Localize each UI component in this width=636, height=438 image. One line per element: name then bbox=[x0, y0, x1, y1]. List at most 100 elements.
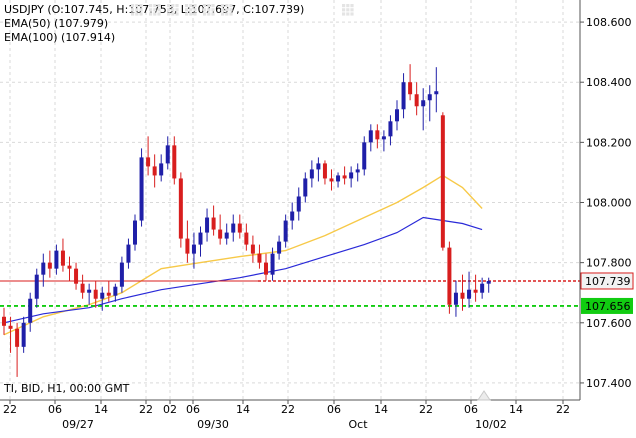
plot-background bbox=[0, 0, 580, 400]
y-tick-label: 107.800 bbox=[586, 257, 632, 270]
ema50-line bbox=[3, 174, 483, 336]
grid-icon[interactable] bbox=[341, 3, 355, 17]
candle-body-up bbox=[316, 163, 321, 170]
grid-icon[interactable] bbox=[184, 3, 198, 17]
y-tick-label: 108.400 bbox=[586, 76, 632, 89]
candle bbox=[467, 271, 472, 308]
candle-body-up bbox=[41, 262, 46, 275]
price-axis: 108.600 108.400 108.200 108.000 107.800 107.6… bbox=[580, 16, 632, 390]
candle-body-up bbox=[486, 280, 491, 284]
candle-body-down bbox=[408, 82, 413, 95]
candle-body-up bbox=[401, 82, 406, 110]
candle-body-up bbox=[395, 109, 399, 122]
candle bbox=[296, 187, 301, 221]
candle bbox=[270, 247, 275, 281]
candle bbox=[264, 253, 268, 281]
candle bbox=[460, 274, 465, 311]
x-tick-label: 14 bbox=[509, 403, 523, 416]
x-tick-label: 06 bbox=[186, 403, 200, 416]
candle bbox=[159, 154, 164, 182]
x-tick-label: 22 bbox=[556, 403, 570, 416]
candle bbox=[355, 163, 360, 182]
legend-ema100: EMA(100) (107.914) bbox=[4, 31, 116, 44]
candle-body-up bbox=[368, 130, 373, 143]
support-price-badge bbox=[581, 297, 633, 314]
candle-body-down bbox=[250, 244, 255, 254]
x-tick-label: 22 bbox=[281, 403, 295, 416]
y-tick-label: 108.600 bbox=[586, 16, 632, 29]
candle bbox=[54, 244, 59, 275]
candle-body-up bbox=[309, 169, 314, 179]
candle bbox=[93, 280, 98, 308]
candle-body-down bbox=[460, 292, 465, 299]
candle-body-down bbox=[74, 268, 79, 284]
candle-body-down bbox=[106, 292, 111, 296]
candle-body-down bbox=[473, 289, 478, 293]
candle-body-up bbox=[336, 175, 341, 182]
candle bbox=[178, 172, 183, 248]
moving-averages bbox=[3, 174, 483, 336]
candle bbox=[257, 244, 262, 269]
candle-body-up bbox=[165, 145, 170, 164]
candle-body-up bbox=[139, 157, 144, 221]
x-date-label: 10/02 bbox=[475, 418, 507, 431]
candle bbox=[414, 82, 419, 116]
candle bbox=[244, 223, 249, 251]
candle bbox=[100, 286, 105, 311]
candle-body-down bbox=[146, 157, 151, 167]
candle-body-up bbox=[480, 283, 485, 293]
grid-icon[interactable] bbox=[130, 3, 144, 17]
candle-body-down bbox=[237, 223, 242, 233]
candle bbox=[74, 262, 79, 290]
x-tick-label: 06 bbox=[464, 403, 478, 416]
candle bbox=[113, 283, 118, 302]
candle-body-down bbox=[67, 265, 72, 269]
candle bbox=[28, 292, 33, 332]
grid-icon[interactable] bbox=[166, 3, 180, 17]
candle bbox=[119, 256, 124, 293]
candle-body-up bbox=[231, 223, 236, 233]
candle bbox=[368, 124, 373, 152]
candle-body-down bbox=[440, 115, 445, 248]
ema100-line bbox=[3, 216, 483, 324]
grid-icon[interactable] bbox=[220, 3, 234, 17]
candle-body-up bbox=[21, 322, 26, 347]
grid-icon[interactable] bbox=[148, 3, 162, 17]
y-tick-label: 107.600 bbox=[586, 317, 632, 330]
candle bbox=[322, 160, 327, 185]
candle bbox=[21, 316, 26, 353]
last-price-badge bbox=[580, 272, 634, 290]
candle-body-up bbox=[198, 232, 203, 245]
candle bbox=[2, 307, 6, 335]
candle bbox=[218, 214, 223, 245]
x-date-label: 09/27 bbox=[62, 418, 94, 431]
candle bbox=[362, 136, 367, 176]
x-tick-label: 06 bbox=[327, 403, 341, 416]
candle bbox=[283, 214, 288, 248]
scroll-right-icon[interactable] bbox=[476, 388, 492, 402]
grid-icon[interactable] bbox=[202, 3, 216, 17]
candle bbox=[473, 274, 478, 302]
candle-body-up bbox=[277, 241, 282, 254]
candle-body-down bbox=[218, 229, 223, 239]
last-price-label: 107.739 bbox=[585, 275, 631, 288]
candle bbox=[15, 322, 20, 377]
x-tick-label: 06 bbox=[48, 403, 62, 416]
time-axis: 22 06 14 22 02 06 14 22 06 14 22 06 14 22 09/27 09/30 Oc… bbox=[3, 400, 570, 431]
candle bbox=[309, 160, 314, 188]
support-price-label: 107.656 bbox=[585, 300, 631, 313]
candle bbox=[447, 241, 452, 314]
candle-body-up bbox=[434, 91, 439, 95]
candle-body-down bbox=[322, 163, 327, 179]
candle-body-down bbox=[375, 130, 380, 140]
candle-body-up bbox=[54, 250, 59, 269]
candle bbox=[388, 115, 393, 146]
y-tick-label: 108.000 bbox=[586, 197, 632, 210]
candle bbox=[152, 154, 157, 188]
candle-body-up bbox=[467, 289, 472, 299]
candle-body-up bbox=[28, 298, 33, 323]
candle bbox=[329, 169, 334, 191]
x-tick-label: 14 bbox=[374, 403, 388, 416]
candle-body-down bbox=[152, 166, 157, 176]
